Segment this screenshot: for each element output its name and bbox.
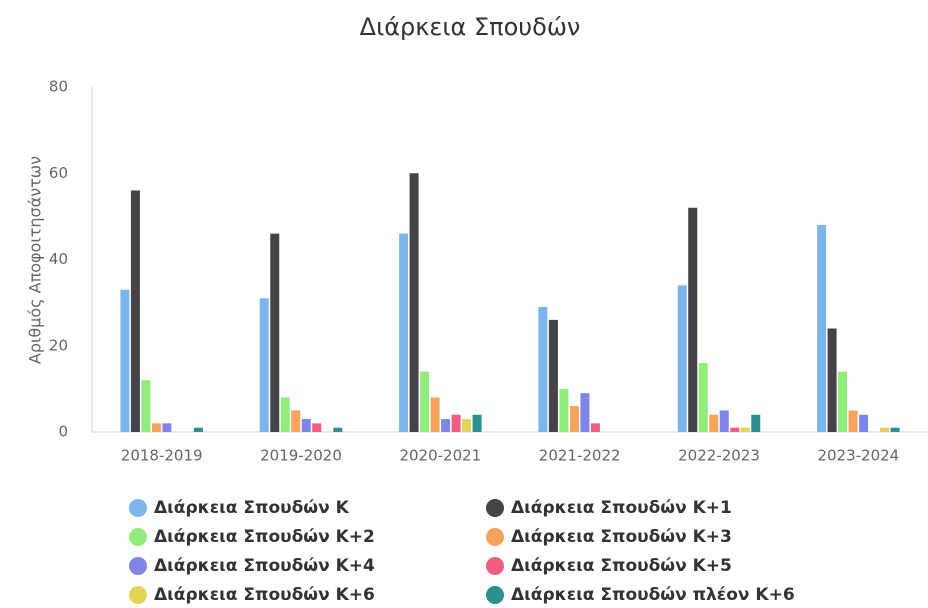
x-tick-label: 2020-2021 <box>399 447 481 465</box>
legend-label[interactable]: Διάρκεια Σπουδών Κ+5 <box>511 556 732 576</box>
bar <box>130 190 140 432</box>
bar <box>280 397 290 432</box>
bar <box>890 427 900 432</box>
bar <box>751 414 761 432</box>
bar <box>462 419 472 432</box>
bar <box>848 410 858 432</box>
bar <box>430 397 440 432</box>
bar <box>420 371 430 432</box>
bar <box>698 363 708 432</box>
bar <box>548 319 558 432</box>
legend-symbol <box>129 557 147 575</box>
legend-symbol <box>486 499 504 517</box>
legend-label[interactable]: Διάρκεια Σπουδών Κ+4 <box>154 556 375 576</box>
bar <box>880 427 890 432</box>
legend-label[interactable]: Διάρκεια Σπουδών Κ <box>154 498 350 518</box>
bar <box>162 423 172 432</box>
bar <box>688 207 698 432</box>
legend-label[interactable]: Διάρκεια Σπουδών πλέον Κ+6 <box>511 585 795 605</box>
legend-label[interactable]: Διάρκεια Σπουδών Κ+3 <box>511 527 732 547</box>
bar <box>141 380 151 432</box>
bar <box>827 328 837 432</box>
bar <box>559 388 569 432</box>
bar <box>740 427 750 432</box>
bar <box>451 414 461 432</box>
y-tick-label: 20 <box>49 336 68 354</box>
y-tick-label: 40 <box>49 250 68 268</box>
bar <box>590 423 600 432</box>
bar <box>441 419 451 432</box>
bar <box>859 414 869 432</box>
legend-symbol <box>486 528 504 546</box>
bar <box>730 427 740 432</box>
bar <box>193 427 203 432</box>
bar <box>569 406 579 432</box>
legend-label[interactable]: Διάρκεια Σπουδών Κ+6 <box>154 585 375 605</box>
bar <box>709 414 719 432</box>
bar <box>538 306 548 432</box>
legend-symbol <box>129 586 147 604</box>
legend-label[interactable]: Διάρκεια Σπουδών Κ+1 <box>511 498 732 518</box>
y-tick-label: 60 <box>49 164 68 182</box>
x-tick-label: 2021-2022 <box>539 447 621 465</box>
bar <box>838 371 848 432</box>
legend-symbol <box>129 499 147 517</box>
bar <box>472 414 482 432</box>
bar <box>291 410 301 432</box>
bar <box>409 173 419 432</box>
x-tick-label: 2022-2023 <box>678 447 760 465</box>
legend-symbol <box>486 557 504 575</box>
bar <box>817 225 827 432</box>
bar <box>312 423 322 432</box>
y-axis-label: Αριθμός Αποφοιτησάντων <box>26 156 45 364</box>
legend-label[interactable]: Διάρκεια Σπουδών Κ+2 <box>154 527 375 547</box>
x-tick-label: 2019-2020 <box>260 447 342 465</box>
y-tick-label: 80 <box>49 78 68 96</box>
bar <box>333 427 343 432</box>
bar <box>399 233 409 432</box>
legend-symbol <box>486 586 504 604</box>
y-tick-label: 0 <box>58 423 68 441</box>
legend-symbol <box>129 528 147 546</box>
bar <box>580 393 590 432</box>
bar <box>259 298 269 432</box>
bar <box>719 410 729 432</box>
chart-title: Διάρκεια Σπουδών <box>360 13 581 41</box>
bar <box>270 233 280 432</box>
bar <box>120 289 130 432</box>
bar <box>677 285 687 432</box>
bar <box>301 419 311 432</box>
bar <box>151 423 161 432</box>
x-tick-label: 2018-2019 <box>121 447 203 465</box>
x-tick-label: 2023-2024 <box>817 447 899 465</box>
